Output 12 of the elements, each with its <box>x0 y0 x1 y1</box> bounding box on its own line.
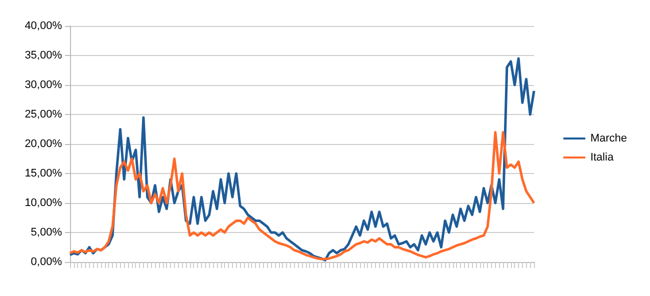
y-tick-label: 10,00% <box>24 197 62 209</box>
y-tick-label: 0,00% <box>30 256 62 268</box>
legend-label: Marche <box>590 132 628 144</box>
y-tick-label: 35,00% <box>24 50 62 62</box>
legend-label: Italia <box>590 152 614 164</box>
y-tick-label: 20,00% <box>24 138 62 150</box>
y-tick-label: 40,00% <box>24 20 62 32</box>
y-tick-label: 25,00% <box>24 108 62 120</box>
y-tick-label: 30,00% <box>24 79 62 91</box>
line-series <box>68 130 536 260</box>
y-tick-label: 15,00% <box>24 168 62 180</box>
y-tick-label: 5,00% <box>30 226 62 238</box>
